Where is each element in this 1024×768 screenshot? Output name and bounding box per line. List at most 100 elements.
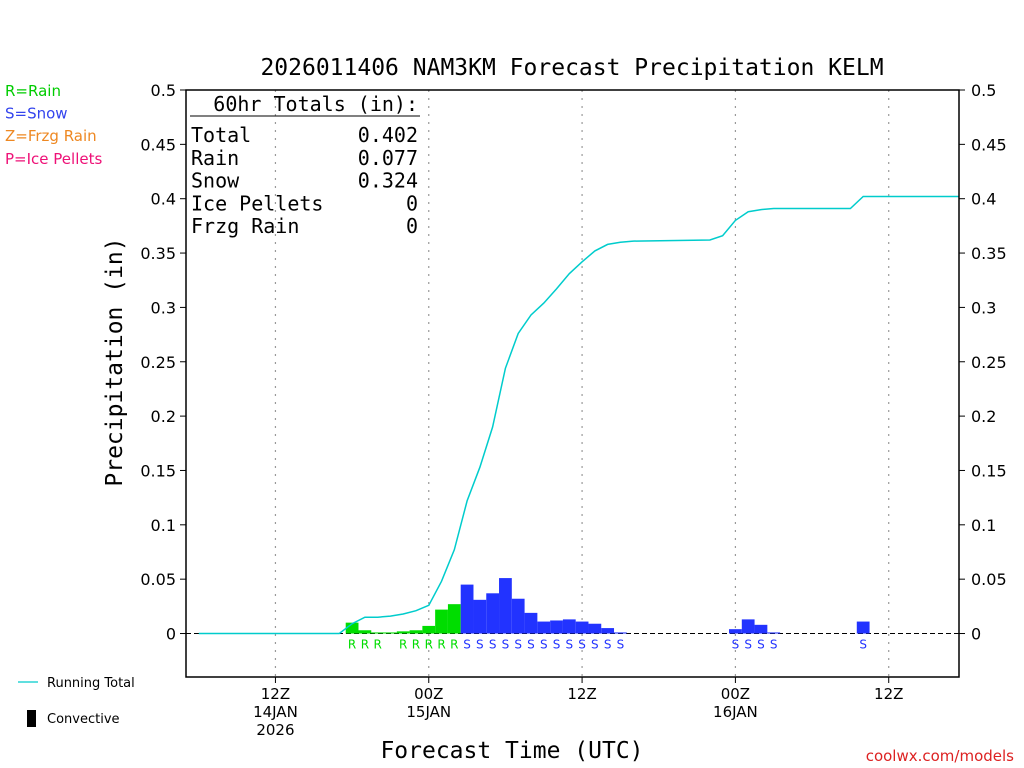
- precip-type-marker: S: [578, 638, 586, 652]
- line-legend-label: Convective: [47, 712, 120, 727]
- running-total-line: [198, 195, 959, 635]
- precip-type-marker: S: [502, 638, 510, 652]
- precip-bar: [550, 620, 563, 634]
- precip-type-marker: S: [565, 638, 573, 652]
- y-tick-label-right: 0.1: [971, 516, 996, 535]
- precip-bar: [358, 630, 372, 634]
- bar-series: [345, 578, 870, 634]
- x-tick-label: 14JAN: [253, 703, 298, 721]
- precip-type-marker: S: [540, 638, 548, 652]
- type-legend-entry: R=Rain: [5, 82, 61, 100]
- totals-row-value: 0: [406, 191, 418, 215]
- precip-type-marker: S: [744, 638, 752, 652]
- precip-type-marker: R: [399, 638, 407, 652]
- precip-bar: [856, 621, 870, 634]
- precip-type-marker: R: [450, 638, 458, 652]
- precip-type-legend: R=Rain S=Snow Z=Frzg Rain P=Ice Pellets: [5, 82, 102, 168]
- type-legend-entry: S=Snow: [5, 105, 68, 123]
- precip-bar: [741, 619, 755, 634]
- precip-bar: [511, 598, 525, 634]
- y-tick-label-left: 0.25: [140, 353, 176, 372]
- y-axis-label: Precipitation (in): [102, 237, 128, 486]
- y-tick-label-right: 0.3: [971, 298, 996, 317]
- totals-heading: 60hr Totals (in):: [213, 92, 418, 116]
- type-legend-entry: Z=Frzg Rain: [5, 127, 97, 145]
- plot-frame: [185, 89, 960, 678]
- type-legend-entry: P=Ice Pellets: [5, 150, 102, 168]
- precip-type-marker: S: [770, 638, 778, 652]
- y-tick-label-right: 0.15: [971, 461, 1007, 480]
- precip-type-marker: R: [412, 638, 420, 652]
- totals-row-label: Frzg Rain: [191, 214, 299, 238]
- precip-type-marker: R: [373, 638, 381, 652]
- y-tick-label-right: 0.45: [971, 135, 1007, 154]
- y-tick-label-left: 0.5: [151, 81, 176, 100]
- totals-row-label: Total: [191, 123, 251, 147]
- credit-text: coolwx.com/models: [866, 747, 1014, 765]
- y-tick-label-right: 0.5: [971, 81, 996, 100]
- y-axis-ticks: 0 00.05 0.050.1 0.10.15 0.150.2 0.20.25 0.250.…: [140, 81, 1006, 644]
- totals-row-label: Ice Pellets: [191, 191, 323, 215]
- x-tick-label: 12Z: [567, 685, 596, 703]
- x-tick-label: 16JAN: [713, 703, 758, 721]
- precip-bar: [409, 630, 423, 634]
- precip-bar: [614, 632, 627, 634]
- precip-bar: [537, 621, 551, 634]
- y-tick-label-right: 0.4: [971, 190, 996, 209]
- running-total-series: [198, 195, 959, 635]
- precip-bar: [588, 623, 602, 634]
- convective-legend-swatch: [27, 710, 36, 727]
- precip-type-marker: S: [757, 638, 765, 652]
- y-tick-label-left: 0.35: [140, 244, 176, 263]
- precip-type-marker: R: [348, 638, 356, 652]
- x-tick-label: 2026: [256, 721, 294, 739]
- precip-type-marker: R: [425, 638, 433, 652]
- x-tick-label: 12Z: [874, 685, 903, 703]
- y-tick-label-left: 0.05: [140, 570, 176, 589]
- y-tick-label-left: 0.45: [140, 135, 176, 154]
- line-legend: Running Total Convective: [18, 676, 135, 727]
- y-tick-label-left: 0.3: [151, 298, 176, 317]
- precip-type-marker: S: [476, 638, 484, 652]
- precip-type-marker: S: [617, 638, 625, 652]
- precip-bar: [447, 604, 461, 634]
- x-axis-label: Forecast Time (UTC): [380, 738, 643, 764]
- precip-bar: [524, 612, 538, 634]
- x-tick-label: 00Z: [414, 685, 443, 703]
- precip-type-marker: S: [732, 638, 740, 652]
- totals-row-value: 0.402: [358, 123, 418, 147]
- y-tick-label-left: 0.15: [140, 461, 176, 480]
- precip-bar: [754, 624, 768, 634]
- precip-bar: [345, 622, 359, 634]
- grid-lines: [186, 90, 959, 677]
- precip-type-marker: S: [604, 638, 612, 652]
- precip-type-marker: S: [591, 638, 599, 652]
- x-tick-label: 15JAN: [406, 703, 451, 721]
- totals-box: 60hr Totals (in): Total 0.402 Rain 0.077 Snow…: [190, 92, 420, 238]
- precip-bar: [499, 578, 512, 634]
- precip-type-marker: R: [361, 638, 369, 652]
- precip-bar: [473, 599, 487, 634]
- y-tick-label-left: 0: [166, 625, 176, 644]
- totals-row-label: Rain: [191, 146, 239, 170]
- y-tick-label-right: 0.2: [971, 407, 996, 426]
- precip-bar: [562, 619, 576, 634]
- y-tick-label-left: 0.2: [151, 407, 176, 426]
- totals-row-label: Snow: [191, 169, 240, 193]
- precip-bar: [435, 609, 448, 634]
- precip-type-marker: S: [859, 638, 867, 652]
- precip-bar: [575, 621, 589, 634]
- precip-bar: [384, 632, 397, 634]
- precip-bar: [422, 625, 436, 634]
- precip-type-marker: R: [437, 638, 445, 652]
- precip-bar: [601, 628, 615, 634]
- chart-title: 2026011406 NAM3KM Forecast Precipitation…: [260, 55, 883, 81]
- totals-row-value: 0: [406, 214, 418, 238]
- precip-bar: [396, 631, 410, 634]
- precip-bar: [729, 629, 742, 634]
- precip-type-marker: S: [527, 638, 535, 652]
- precip-type-marker: S: [463, 638, 471, 652]
- precip-type-marker: S: [489, 638, 497, 652]
